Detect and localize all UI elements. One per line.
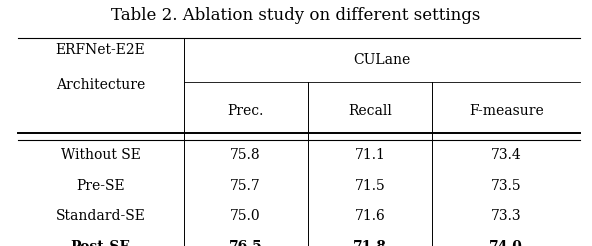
Text: 74.0: 74.0 [489,240,523,246]
Text: CULane: CULane [353,53,410,67]
Text: 75.8: 75.8 [230,148,261,162]
Text: 71.5: 71.5 [355,179,385,193]
Text: 71.8: 71.8 [353,240,387,246]
Text: Table 2. Ablation study on different settings: Table 2. Ablation study on different set… [111,7,481,24]
Text: F-measure: F-measure [469,104,543,118]
Text: Prec.: Prec. [227,104,264,118]
Text: Standard-SE: Standard-SE [56,209,146,223]
Text: 71.6: 71.6 [355,209,385,223]
Text: 75.7: 75.7 [230,179,261,193]
Text: 76.5: 76.5 [229,240,263,246]
Text: Architecture: Architecture [56,78,145,92]
Text: Without SE: Without SE [61,148,140,162]
Text: Recall: Recall [348,104,392,118]
Text: ERFNet-E2E: ERFNet-E2E [56,44,146,57]
Text: 73.5: 73.5 [491,179,522,193]
Text: Post-SE: Post-SE [70,240,131,246]
Text: 71.1: 71.1 [355,148,385,162]
Text: 73.3: 73.3 [491,209,522,223]
Text: 75.0: 75.0 [230,209,261,223]
Text: Pre-SE: Pre-SE [76,179,125,193]
Text: 73.4: 73.4 [491,148,522,162]
